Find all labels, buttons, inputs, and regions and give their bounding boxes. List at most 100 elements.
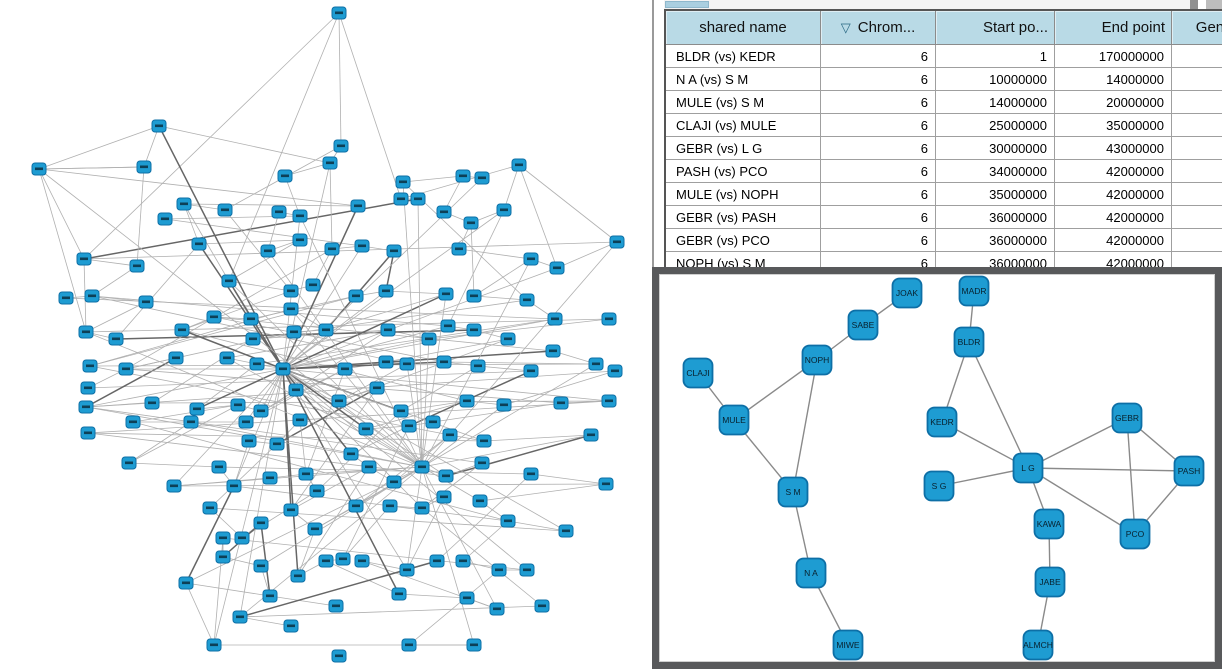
overview-edge <box>115 243 200 340</box>
overview-node-label <box>206 506 214 510</box>
overview-node-label <box>122 367 130 371</box>
subnetwork-node-label: KEDR <box>930 417 954 427</box>
column-header-chromosome[interactable]: ▽ Chrom... <box>820 9 936 45</box>
table-row[interactable]: GEBR (vs) PASH636000000420000008.9 <box>664 205 1222 229</box>
overview-edge <box>38 168 423 468</box>
overview-edge <box>421 363 597 468</box>
overview-edge <box>299 419 307 475</box>
network-overview-canvas[interactable] <box>0 0 652 669</box>
overview-edge <box>222 537 528 571</box>
overview-node-label <box>296 418 304 422</box>
overview-node-label <box>613 240 621 244</box>
overview-node-label <box>470 328 478 332</box>
table-row[interactable]: PASH (vs) PCO6340000004200000011.4 <box>664 159 1222 183</box>
overview-node-label <box>562 529 570 533</box>
table-row[interactable]: BLDR (vs) KEDR61170000000192.0 <box>664 44 1222 68</box>
subnetwork-node-kedr[interactable]: KEDR <box>926 406 958 438</box>
subnetwork-node-label: BLDR <box>958 337 981 347</box>
overview-node-label <box>287 508 295 512</box>
overview-edge <box>470 222 475 297</box>
overview-edge <box>385 250 395 292</box>
subnetwork-node-miwe[interactable]: MIWE <box>832 629 864 661</box>
scrollbar-thumb[interactable] <box>665 1 709 8</box>
subnetwork-node-almch[interactable]: ALMCH <box>1022 629 1054 661</box>
overview-edge <box>185 485 235 584</box>
filter-icon[interactable]: ▽ <box>840 20 851 35</box>
table-cell-end-point: 20000000 <box>1054 90 1172 114</box>
overview-edge <box>85 357 177 408</box>
overview-node-label <box>193 407 201 411</box>
subnetwork-node-jabe[interactable]: JABE <box>1034 566 1066 598</box>
subnetwork-node-s-g[interactable]: S G <box>923 470 955 502</box>
subnetwork-node-n-a[interactable]: N A <box>795 557 827 589</box>
overview-node-label <box>549 349 557 353</box>
overview-node-label <box>605 399 613 403</box>
subnetwork-node-joak[interactable]: JOAK <box>891 277 923 309</box>
overview-edge <box>38 125 160 170</box>
subnetwork-node-bldr[interactable]: BLDR <box>953 326 985 358</box>
column-header-end-point[interactable]: End point <box>1054 9 1172 45</box>
overview-node-label <box>500 208 508 212</box>
overview-node-label <box>225 279 233 283</box>
subnetwork-node-noph[interactable]: NOPH <box>801 344 833 376</box>
table-row[interactable]: MULE (vs) NOPH6350000004200000010.5 <box>664 182 1222 206</box>
overview-edge <box>38 168 87 333</box>
overview-edge <box>402 175 464 183</box>
overview-node-label <box>155 124 163 128</box>
overview-node-label <box>553 266 561 270</box>
table-cell-end-point: 42000000 <box>1054 182 1172 206</box>
subnetwork-node-s-m[interactable]: S M <box>777 476 809 508</box>
subnetwork-node-kawa[interactable]: KAWA <box>1033 508 1065 540</box>
overview-edge <box>233 440 250 487</box>
overview-node-label <box>140 165 148 169</box>
subnetwork-node-claji[interactable]: CLAJI <box>682 357 714 389</box>
subnetwork-node-mule[interactable]: MULE <box>718 404 750 436</box>
overview-edge <box>421 466 498 610</box>
overview-node-label <box>395 592 403 596</box>
overview-node-label <box>527 369 535 373</box>
overview-node-label <box>238 536 246 540</box>
overview-edge <box>185 466 423 584</box>
table-cell-shared-name: GEBR (vs) PCO <box>664 228 821 252</box>
overview-node-label <box>290 330 298 334</box>
subnetwork-node-sabe[interactable]: SABE <box>847 309 879 341</box>
column-header-shared-name[interactable]: shared name <box>664 9 821 45</box>
overview-edge <box>402 181 423 468</box>
column-header-start-position[interactable]: Start po... <box>935 9 1055 45</box>
subnetwork-edge <box>1027 467 1190 472</box>
overview-node-label <box>296 214 304 218</box>
overview-node-label <box>337 144 345 148</box>
overview-edge <box>398 593 468 599</box>
table-row[interactable]: CLAJI (vs) MULE625000000350000005.9 <box>664 113 1222 137</box>
overview-edge <box>445 434 592 477</box>
overview-node-label <box>384 328 392 332</box>
overview-node-label <box>142 300 150 304</box>
table-row[interactable]: MULE (vs) S M614000000200000007.5 <box>664 90 1222 114</box>
table-row[interactable]: GEBR (vs) L G6300000004300000016.9 <box>664 136 1222 160</box>
subnetwork-node-gebr[interactable]: GEBR <box>1111 402 1143 434</box>
overview-edge <box>91 265 138 297</box>
subnetwork-node-l-g[interactable]: L G <box>1012 452 1044 484</box>
overview-edge <box>181 329 284 370</box>
subnetwork-node-pash[interactable]: PASH <box>1173 455 1205 487</box>
column-header-label: Start po... <box>982 19 1048 36</box>
overview-edge <box>282 245 363 370</box>
overview-edge <box>338 12 342 147</box>
overview-edge <box>385 290 447 295</box>
overview-node-label <box>602 482 610 486</box>
overview-node-label <box>219 536 227 540</box>
subnetwork-node-label: KAWA <box>1037 519 1062 529</box>
subnetwork-canvas[interactable]: JOAK MADR SABE BLDR NOPH CLAJI MULE KEDR GEBR L G… <box>660 275 1214 661</box>
overview-node-label <box>390 249 398 253</box>
column-header-genetic-distance[interactable]: Genetic... <box>1171 9 1222 45</box>
overview-edge <box>125 331 295 370</box>
table-row[interactable]: GEBR (vs) PCO636000000420000008.4 <box>664 228 1222 252</box>
scrollbar-track-end <box>1190 0 1198 10</box>
table-cell-start-position: 25000000 <box>935 113 1055 137</box>
subnetwork-node-madr[interactable]: MADR <box>958 275 990 307</box>
overview-edge <box>421 404 505 468</box>
table-cell-chromosome: 6 <box>820 113 936 137</box>
table-row[interactable]: N A (vs) S M610000000140000006.6 <box>664 67 1222 91</box>
subnetwork-node-pco[interactable]: PCO <box>1119 518 1151 550</box>
overview-node-label <box>313 489 321 493</box>
